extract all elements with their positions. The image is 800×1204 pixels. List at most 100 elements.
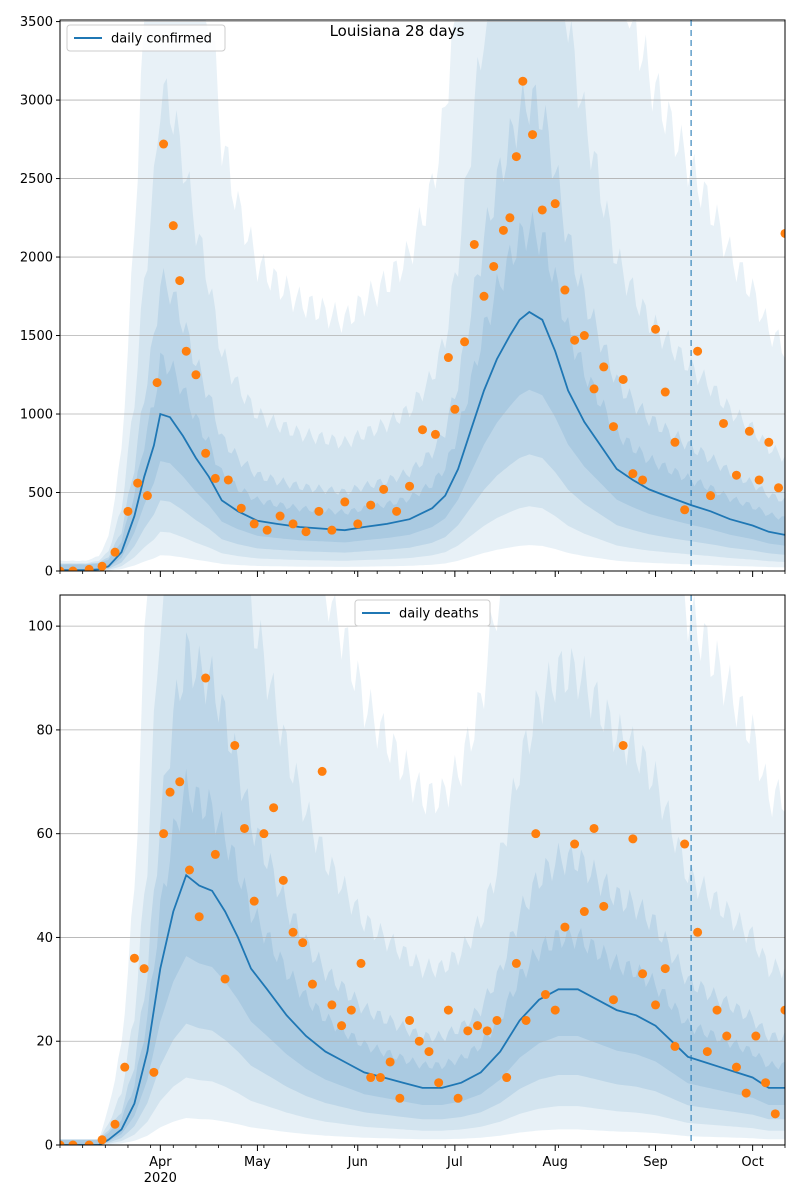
data-point [443, 353, 453, 363]
data-point [780, 228, 785, 238]
data-point [175, 777, 185, 787]
data-point [149, 1067, 159, 1077]
uncertainty-band [60, 211, 785, 571]
data-point [301, 527, 311, 537]
data-point [469, 239, 479, 249]
data-point [405, 1015, 415, 1025]
confirmed-y-axis: 0 500 1000 1500 2000 2500 3000 3500 [20, 15, 60, 580]
data-point [731, 470, 741, 480]
data-point [288, 519, 298, 529]
uncertainty-band [60, 595, 785, 1145]
data-point [473, 1021, 483, 1031]
data-point [618, 740, 628, 750]
data-point [84, 564, 94, 571]
data-point [741, 1088, 751, 1098]
data-point [628, 834, 638, 844]
data-point [453, 1093, 463, 1103]
x-tick-label: Sep [643, 1155, 668, 1170]
data-point [275, 511, 285, 521]
data-point [540, 990, 550, 1000]
data-point [129, 953, 139, 963]
data-point [262, 525, 272, 535]
data-point [340, 497, 350, 507]
data-point [744, 426, 754, 436]
data-point [191, 370, 201, 380]
data-point [298, 938, 308, 948]
data-point [599, 901, 609, 911]
data-point [489, 261, 499, 271]
data-point [702, 1047, 712, 1057]
data-point [184, 865, 194, 875]
data-point [550, 1005, 560, 1015]
data-point [511, 152, 521, 162]
data-point [97, 1135, 107, 1145]
y-tick-label: 3500 [20, 15, 53, 30]
data-point [660, 964, 670, 974]
data-point [249, 519, 259, 529]
x-tick-sublabel: 2020 [144, 1171, 177, 1186]
data-point [165, 787, 175, 797]
data-point [434, 1078, 444, 1088]
data-point [463, 1026, 473, 1036]
uncertainty-band [60, 81, 785, 571]
data-point [230, 740, 240, 750]
confirmed-panel: 0 500 1000 1500 2000 2500 3000 3500 Louisiana 2… [20, 15, 786, 580]
data-point [220, 974, 230, 984]
data-point [84, 1140, 94, 1145]
data-point [751, 1031, 761, 1041]
data-point [159, 139, 169, 149]
data-point [337, 1021, 347, 1031]
data-point [414, 1036, 424, 1046]
data-point [774, 483, 784, 493]
data-point [680, 839, 690, 849]
y-tick-label: 80 [36, 723, 53, 738]
data-point [327, 1000, 337, 1010]
uncertainty-band [60, 20, 785, 571]
deaths-legend-label: daily deaths [399, 607, 479, 622]
data-point [693, 927, 703, 937]
data-point [60, 1140, 65, 1145]
data-point [443, 1005, 453, 1015]
confirmed-gridlines [60, 21, 785, 493]
data-point [68, 1140, 78, 1145]
data-point [780, 1005, 785, 1015]
data-point [712, 1005, 722, 1015]
y-tick-label: 2500 [20, 172, 53, 187]
data-point [660, 387, 670, 397]
x-tick-label: May [244, 1155, 271, 1170]
data-point [210, 849, 220, 859]
data-point [259, 829, 269, 839]
data-point [505, 213, 515, 223]
data-point [353, 519, 363, 529]
uncertainty-band [60, 20, 785, 571]
data-point [142, 491, 152, 501]
y-tick-label: 3000 [20, 94, 53, 109]
data-point [628, 469, 638, 479]
data-point [139, 964, 149, 974]
x-tick-label: Oct [741, 1155, 763, 1170]
data-point [589, 384, 599, 394]
data-point [579, 907, 589, 917]
y-tick-label: 40 [36, 931, 53, 946]
data-point [327, 525, 337, 535]
data-point [366, 500, 376, 510]
uncertainty-band [60, 632, 785, 1145]
confirmed-x-axis [59, 571, 786, 577]
confirmed-uncertainty-bands [60, 20, 785, 571]
data-point [770, 1109, 780, 1119]
data-point [528, 130, 538, 140]
data-point [175, 276, 185, 286]
y-tick-label: 60 [36, 827, 53, 842]
data-point [210, 473, 220, 483]
data-point [599, 362, 609, 372]
data-point [375, 1073, 385, 1083]
data-point [133, 478, 143, 488]
confirmed-chart-title: Louisiana 28 days [330, 22, 465, 40]
data-point [123, 506, 133, 516]
data-point [521, 1015, 531, 1025]
y-tick-label: 0 [45, 1139, 53, 1154]
data-point [460, 337, 470, 347]
data-point [418, 425, 427, 435]
